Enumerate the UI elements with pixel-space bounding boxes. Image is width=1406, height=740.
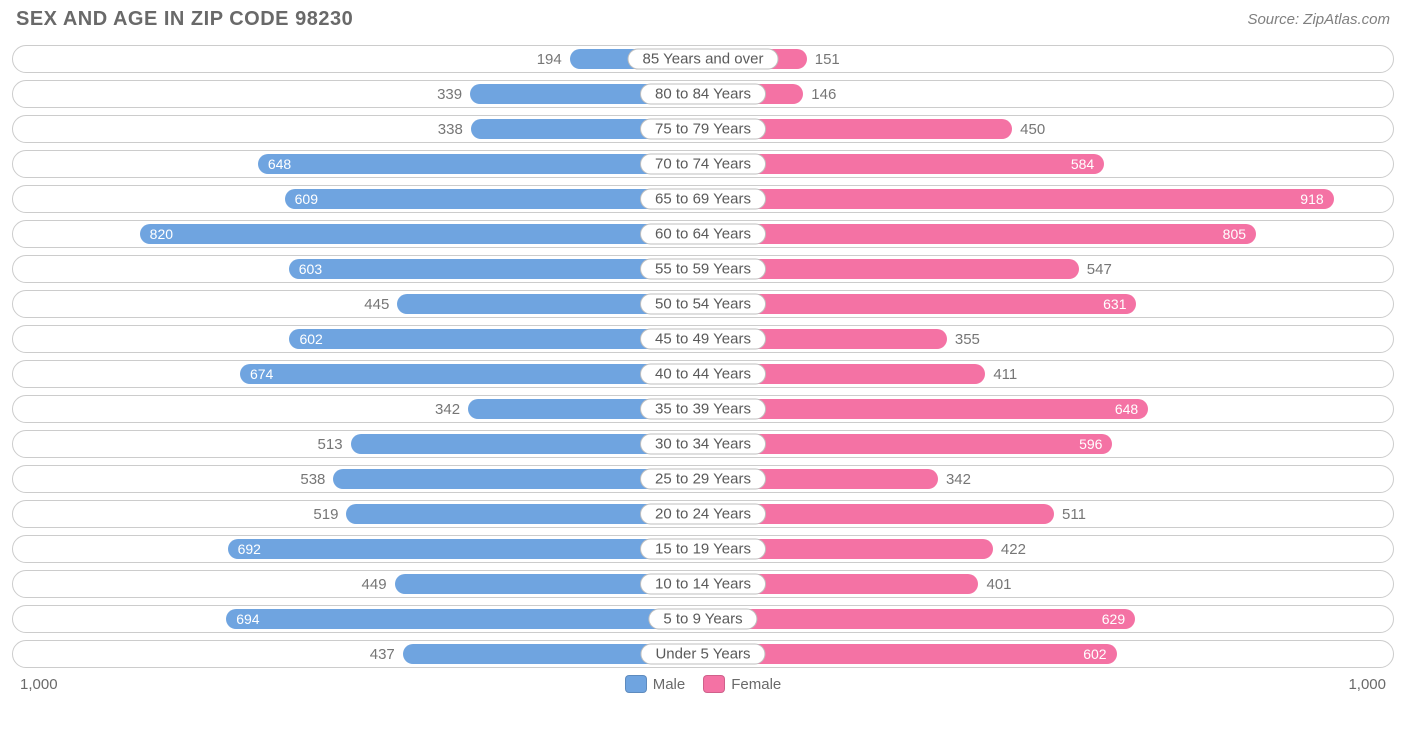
male-value: 194 [529,51,570,68]
pyramid-row: 194 151 85 Years and over [12,45,1394,73]
age-label: 55 to 59 Years [640,259,766,280]
age-label: 10 to 14 Years [640,574,766,595]
pyramid-row: 437602Under 5 Years [12,640,1394,668]
male-value: 445 [356,296,397,313]
male-value: 339 [429,86,470,103]
female-value: 355 [947,331,988,348]
age-label: 15 to 19 Years [640,539,766,560]
male-bar: 674 [240,364,703,384]
pyramid-row: 60991865 to 69 Years [12,185,1394,213]
age-label: 65 to 69 Years [640,189,766,210]
age-label: 60 to 64 Years [640,224,766,245]
legend-male-label: Male [653,676,686,693]
male-value: 342 [427,401,468,418]
age-label: 85 Years and over [628,49,779,70]
pyramid-row: 674 411 40 to 44 Years [12,360,1394,388]
age-label: 25 to 29 Years [640,469,766,490]
female-bar: 918 [703,189,1334,209]
chart-source: Source: ZipAtlas.com [1247,11,1390,28]
male-swatch [625,675,647,693]
female-value: 411 [985,366,1025,383]
pyramid-row: 6946295 to 9 Years [12,605,1394,633]
male-value: 338 [430,121,471,138]
population-pyramid: 194 151 85 Years and over 339 146 80 to 84 Ye… [12,45,1394,668]
female-value: 547 [1079,261,1120,278]
male-value: 449 [354,576,395,593]
pyramid-row: 60354755 to 59 Years [12,255,1394,283]
age-label: 50 to 54 Years [640,294,766,315]
female-value: 511 [1054,506,1094,523]
male-value: 437 [362,646,403,663]
male-bar: 692 [228,539,703,559]
pyramid-row: 538 342 25 to 29 Years [12,465,1394,493]
male-bar: 648 [258,154,703,174]
male-value: 519 [305,506,346,523]
pyramid-row: 339 146 80 to 84 Years [12,80,1394,108]
female-value: 422 [993,541,1034,558]
age-label: 80 to 84 Years [640,84,766,105]
pyramid-row: 51359630 to 34 Years [12,430,1394,458]
pyramid-row: 338 450 75 to 79 Years [12,115,1394,143]
age-label: 20 to 24 Years [640,504,766,525]
pyramid-row: 692 422 15 to 19 Years [12,535,1394,563]
chart-title: SEX AND AGE IN ZIP CODE 98230 [16,8,353,31]
pyramid-row: 445 63150 to 54 Years [12,290,1394,318]
female-value: 450 [1012,121,1053,138]
female-value: 146 [803,86,844,103]
pyramid-row: 449 401 10 to 14 Years [12,570,1394,598]
female-value: 151 [807,51,848,68]
age-label: 5 to 9 Years [648,609,757,630]
female-swatch [703,675,725,693]
pyramid-row: 64858470 to 74 Years [12,150,1394,178]
age-label: 40 to 44 Years [640,364,766,385]
male-value: 538 [292,471,333,488]
age-label: 75 to 79 Years [640,119,766,140]
pyramid-row: 82080560 to 64 Years [12,220,1394,248]
male-value: 513 [310,436,351,453]
axis-label-left: 1,000 [20,676,58,693]
pyramid-row: 60235545 to 49 Years [12,325,1394,353]
age-label: Under 5 Years [640,644,765,665]
female-value: 401 [978,576,1019,593]
pyramid-row: 342 64835 to 39 Years [12,395,1394,423]
legend-male: Male [625,675,686,693]
pyramid-row: 519 511 20 to 24 Years [12,500,1394,528]
legend: Male Female [625,675,782,693]
legend-female: Female [703,675,781,693]
female-value: 342 [938,471,979,488]
male-bar: 694 [226,609,703,629]
female-bar: 631 [703,294,1136,314]
female-bar: 805 [703,224,1256,244]
male-bar: 820 [140,224,703,244]
legend-female-label: Female [731,676,781,693]
female-bar: 629 [703,609,1135,629]
age-label: 30 to 34 Years [640,434,766,455]
age-label: 45 to 49 Years [640,329,766,350]
age-label: 35 to 39 Years [640,399,766,420]
age-label: 70 to 74 Years [640,154,766,175]
female-bar: 648 [703,399,1148,419]
axis-label-right: 1,000 [1348,676,1386,693]
